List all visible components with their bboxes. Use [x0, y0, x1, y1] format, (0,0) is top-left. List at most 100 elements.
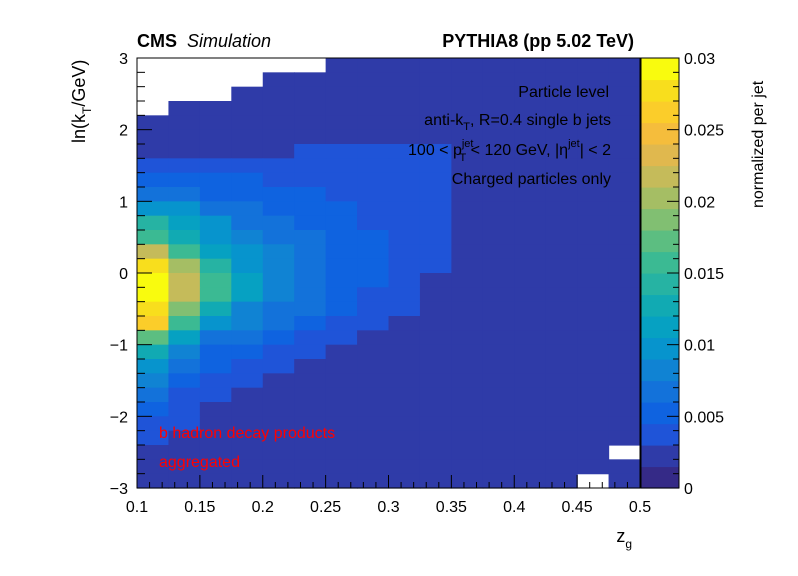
- heatmap-cell: [514, 473, 547, 489]
- heatmap-cell: [608, 115, 641, 131]
- heatmap-cell: [168, 359, 201, 374]
- heatmap-cell: [325, 172, 358, 188]
- heatmap-cell: [137, 330, 170, 346]
- heatmap-cell: [482, 459, 515, 475]
- heatmap-cell: [199, 215, 232, 231]
- heatmap-cell: [357, 416, 390, 432]
- heatmap-cell: [482, 402, 515, 417]
- heatmap-cell: [514, 430, 547, 446]
- heatmap-cell: [231, 101, 264, 116]
- heatmap-cell: [608, 301, 641, 317]
- heatmap-cell: [419, 86, 452, 102]
- heatmap-cell: [482, 430, 515, 446]
- heatmap-cell: [419, 129, 452, 145]
- heatmap-cell: [357, 144, 390, 159]
- heatmap-cell: [419, 445, 452, 460]
- heatmap-cell: [608, 258, 641, 274]
- heatmap-cell: [137, 273, 170, 288]
- heatmap-cell: [294, 473, 327, 489]
- heatmap-cell: [262, 416, 295, 432]
- heatmap-cell: [325, 129, 358, 145]
- heatmap-cell: [608, 215, 641, 231]
- heatmap-cell: [199, 230, 232, 245]
- heatmap-cell: [262, 158, 295, 174]
- heatmap-cell: [451, 230, 484, 245]
- heatmap-cell: [451, 330, 484, 346]
- heatmap-cell: [294, 215, 327, 231]
- heatmap-cell: [357, 158, 390, 174]
- heatmap-cell: [231, 115, 264, 131]
- annotation-cut-sub1: T: [459, 152, 466, 164]
- heatmap-cell: [451, 473, 484, 489]
- heatmap-cell: [357, 129, 390, 145]
- heatmap-cell: [419, 244, 452, 260]
- heatmap-cell: [231, 416, 264, 432]
- colorbar-tick-label: 0: [684, 481, 693, 498]
- heatmap-cell: [388, 402, 421, 417]
- heatmap-cell: [514, 445, 547, 460]
- heatmap-cell: [545, 187, 578, 202]
- colorbar-tick-label: 0.02: [684, 194, 715, 211]
- heatmap-cell: [262, 473, 295, 489]
- heatmap-cell: [262, 72, 295, 88]
- heatmap-cell: [482, 258, 515, 274]
- colorbar-swatch: [641, 122, 679, 145]
- heatmap-cell: [545, 316, 578, 331]
- heatmap-cell: [137, 373, 170, 389]
- heatmap-cell: [137, 158, 170, 174]
- heatmap-cell: [199, 402, 232, 417]
- heatmap-cell: [482, 86, 515, 102]
- heatmap-cell: [168, 115, 201, 131]
- heatmap-cell: [608, 244, 641, 260]
- heatmap-cell: [137, 473, 170, 489]
- heatmap-cell: [514, 72, 547, 88]
- heatmap-cell: [577, 144, 610, 159]
- heatmap-cell: [262, 129, 295, 145]
- heatmap-cell: [451, 273, 484, 288]
- heatmap-cell: [168, 273, 201, 288]
- y-tick-label: 0: [119, 266, 128, 283]
- heatmap-cell: [419, 115, 452, 131]
- heatmap-cell: [262, 430, 295, 446]
- heatmap-cell: [137, 129, 170, 145]
- x-tick-label: 0.5: [629, 499, 651, 516]
- heatmap-cell: [451, 373, 484, 389]
- annotation-cut-a: 100 < p: [408, 142, 462, 159]
- y-tick-label: 1: [119, 194, 128, 211]
- heatmap-cell: [231, 258, 264, 274]
- heatmap-cell: [482, 201, 515, 217]
- heatmap-cell: [168, 201, 201, 217]
- heatmap-cell: [482, 72, 515, 88]
- heatmap-cell: [357, 101, 390, 116]
- heatmap-cell: [168, 144, 201, 159]
- heatmap-cell: [325, 244, 358, 260]
- colorbar-swatch: [641, 337, 679, 360]
- heatmap-cell: [419, 416, 452, 432]
- x-tick-label: 0.4: [503, 499, 525, 516]
- heatmap-cell: [357, 301, 390, 317]
- heatmap-cell: [514, 115, 547, 131]
- heatmap-cell: [294, 330, 327, 346]
- heatmap-cell: [608, 287, 641, 303]
- x-axis-title-main: z: [616, 526, 625, 546]
- y-axis-title-sub: T: [80, 106, 94, 114]
- heatmap-cell: [419, 301, 452, 317]
- y-tick-label: −3: [110, 481, 128, 498]
- heatmap-cell: [137, 416, 170, 432]
- colorbar-swatch: [641, 273, 679, 296]
- heatmap-cell: [482, 330, 515, 346]
- heatmap-cell: [294, 430, 327, 446]
- heatmap-cell: [137, 115, 170, 131]
- colorbar-swatch: [641, 208, 679, 231]
- heatmap-cell: [168, 416, 201, 432]
- heatmap-cell: [325, 330, 358, 346]
- heatmap-cell: [357, 273, 390, 288]
- heatmap-cell: [262, 373, 295, 389]
- heatmap-cell: [545, 101, 578, 116]
- heatmap-cell: [199, 172, 232, 188]
- heatmap-cell: [262, 445, 295, 460]
- heatmap-cell: [577, 445, 610, 460]
- heatmap-cell: [419, 430, 452, 446]
- heatmap-cell: [231, 359, 264, 374]
- heatmap-cell: [388, 330, 421, 346]
